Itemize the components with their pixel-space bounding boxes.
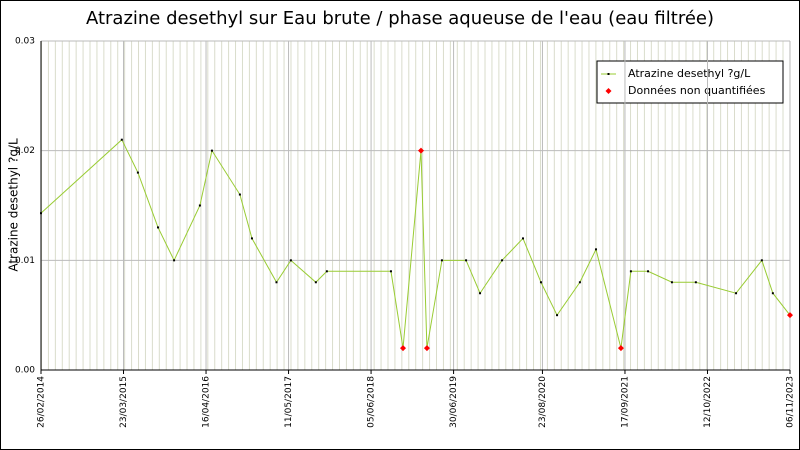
y-tick-label: 0.03: [15, 37, 35, 47]
chart-title: Atrazine desethyl sur Eau brute / phase …: [86, 8, 714, 29]
x-tick-label: 16/04/2016: [202, 376, 212, 428]
x-tick-label: 06/11/2023: [786, 376, 796, 428]
x-tick-label: 23/08/2020: [538, 376, 548, 428]
data-point: [578, 281, 581, 284]
data-point: [556, 314, 559, 317]
data-point: [314, 281, 317, 284]
data-point: [40, 212, 42, 215]
data-point: [465, 259, 468, 262]
y-tick-label: 0.02: [15, 146, 35, 156]
data-point: [389, 270, 392, 273]
non-quantified-point: [617, 345, 624, 352]
data-point: [629, 270, 632, 273]
x-tick-label: 12/10/2022: [703, 376, 713, 428]
legend-marker: [607, 73, 610, 75]
legend-marker: [605, 88, 612, 94]
x-tick-label: 23/03/2015: [119, 376, 129, 428]
legend: Atrazine desethyl ?g/L Données non quanti…: [596, 60, 784, 104]
non-quantified-point: [418, 147, 425, 154]
legend-label: Atrazine desethyl ?g/L: [628, 67, 751, 80]
data-point: [440, 259, 443, 262]
data-point: [325, 270, 328, 273]
y-tick-label: 0.00: [15, 366, 35, 376]
data-point: [694, 281, 697, 284]
data-point: [173, 259, 176, 262]
data-point: [647, 270, 650, 273]
data-point: [521, 237, 524, 240]
data-point: [275, 281, 278, 284]
data-point: [594, 248, 597, 251]
legend-box: [596, 60, 784, 104]
data-point: [157, 226, 160, 229]
data-point: [771, 292, 774, 295]
data-point: [136, 171, 139, 174]
y-axis-label: Atrazine desethyl ?g/L: [7, 138, 21, 272]
data-point: [238, 193, 241, 196]
data-point: [289, 259, 292, 262]
non-quantified-point: [400, 345, 407, 352]
data-point: [670, 281, 673, 284]
data-point: [250, 237, 253, 240]
data-point: [479, 292, 482, 295]
y-tick-label: 0.01: [15, 256, 35, 266]
x-tick-label: 17/09/2021: [620, 376, 630, 428]
non-quantified-point: [787, 312, 793, 319]
data-point: [760, 259, 763, 262]
data-point: [198, 204, 201, 207]
data-point: [501, 259, 504, 262]
non-quantified-point: [423, 345, 430, 352]
x-tick-label: 30/06/2019: [449, 376, 459, 428]
data-point: [120, 138, 123, 141]
data-point: [210, 149, 213, 152]
x-tick-label: 05/06/2018: [367, 376, 377, 428]
data-point: [539, 281, 542, 284]
data-point: [735, 292, 738, 295]
x-tick-label: 26/02/2014: [37, 376, 47, 428]
legend-label: Données non quantifiées: [628, 84, 766, 97]
x-tick-label: 11/05/2017: [284, 376, 294, 428]
